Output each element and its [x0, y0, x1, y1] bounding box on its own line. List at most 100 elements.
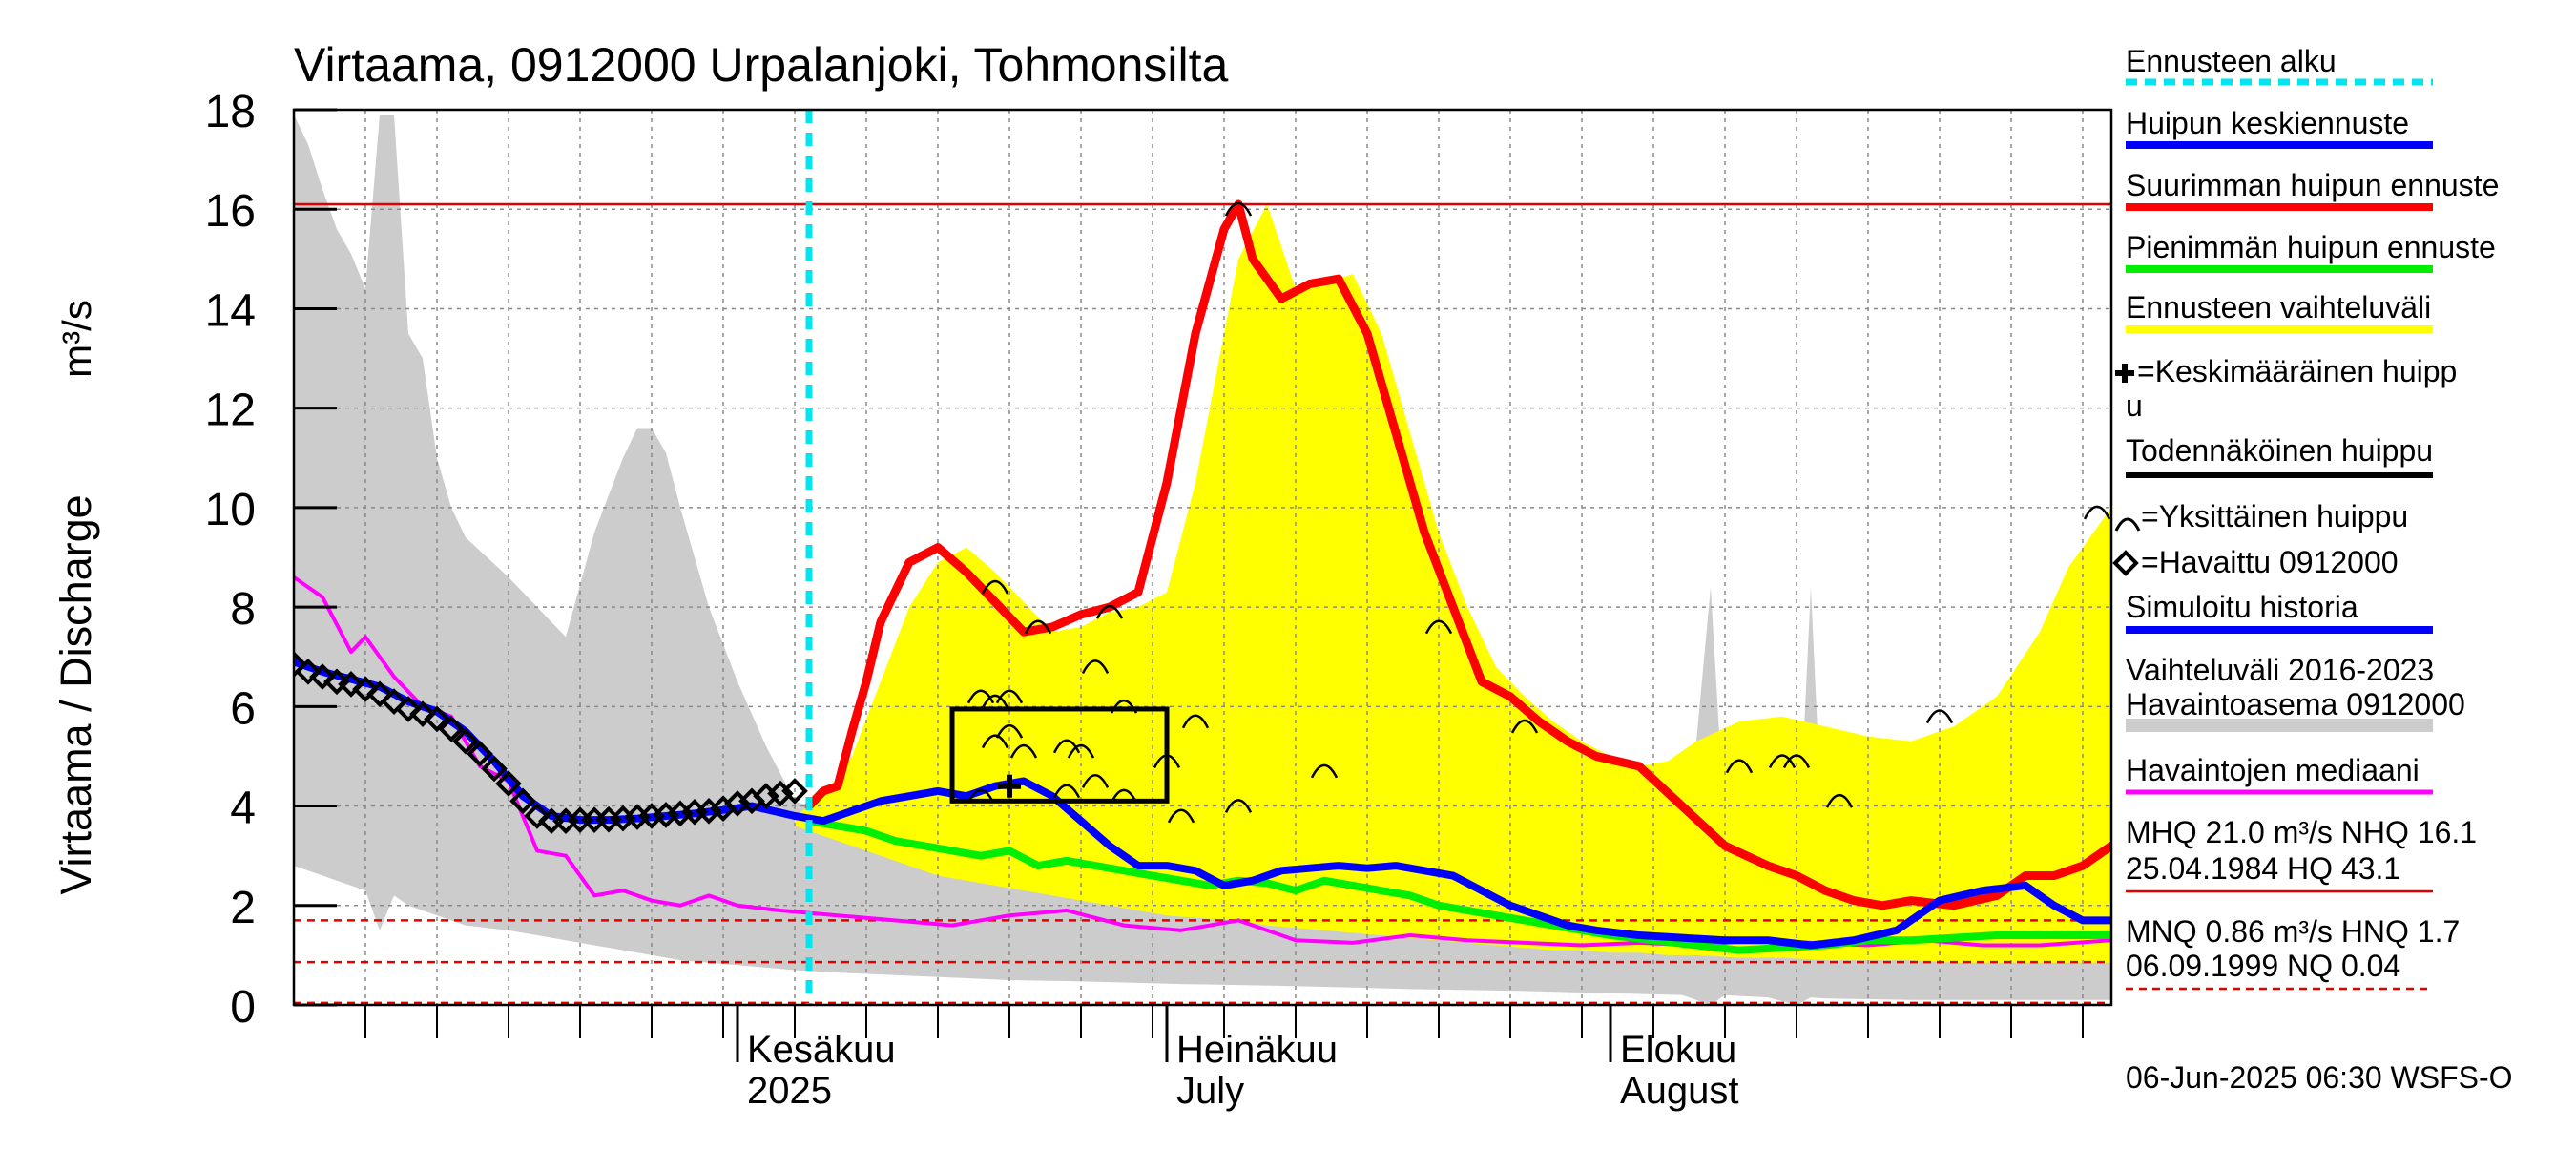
observed-point	[424, 705, 450, 733]
observed-point	[452, 727, 479, 755]
x-year-label: 2025	[747, 1070, 832, 1112]
peak-arc	[1925, 709, 1954, 724]
peak-arc	[1825, 793, 1854, 808]
peak-arc	[966, 788, 995, 804]
stats-line-2: 25.04.1984 HQ 43.1	[2126, 851, 2400, 886]
peak-arc	[1110, 788, 1138, 804]
stats-line-4: 06.09.1999 NQ 0.04	[2126, 949, 2400, 983]
y-axis-label: Virtaama / Discharge	[52, 494, 100, 894]
legend-label: =Havaittu 0912000	[2141, 545, 2399, 579]
y-tick-label: 12	[205, 386, 256, 436]
peak-arc	[1081, 659, 1110, 675]
peak-arc	[995, 689, 1024, 704]
legend-symbol-plus	[2115, 364, 2134, 383]
peak-arc	[1725, 759, 1754, 774]
forecast-range-band	[795, 204, 2111, 963]
legend-label: Havaintojen mediaani	[2126, 753, 2420, 787]
observed-point	[481, 755, 508, 783]
observed-point	[295, 659, 322, 685]
observed-point	[781, 778, 808, 805]
peak-arc	[1024, 619, 1052, 635]
chart-title: Virtaama, 0912000 Urpalanjoki, Tohmonsil…	[294, 38, 1228, 92]
peak-arc	[1310, 763, 1339, 779]
stats-line-3: MNQ 0.86 m³/s HNQ 1.7	[2126, 914, 2460, 949]
peak-arc	[1224, 799, 1253, 813]
observed-point	[309, 663, 336, 690]
y-tick-label: 14	[205, 285, 256, 336]
legend-label: Ennusteen vaihteluväli	[2126, 290, 2431, 324]
y-tick-label: 10	[205, 485, 256, 535]
y-tick-label: 4	[230, 784, 256, 834]
mean-peak-forecast-line	[791, 777, 2111, 950]
observed-point	[395, 696, 422, 722]
peak-arc	[995, 723, 1024, 739]
peak-arc	[1067, 743, 1095, 759]
peak-arc	[981, 694, 1009, 709]
x-month-label: Kesäkuu	[747, 1029, 896, 1071]
plot-area	[294, 110, 2111, 1005]
y-tick-label: 6	[230, 683, 256, 734]
peak-arc	[1181, 714, 1210, 729]
observed-point	[366, 680, 393, 708]
observed-point	[509, 787, 536, 815]
peak-arc	[1782, 754, 1811, 769]
x-year-label: July	[1176, 1070, 1244, 1112]
observed-point	[381, 688, 407, 715]
observed-point	[338, 671, 364, 698]
observed-point	[352, 676, 379, 702]
legend-label: Pienimmän huipun ennuste	[2126, 230, 2496, 264]
y-tick-label: 0	[230, 982, 256, 1033]
peak-arc	[1167, 808, 1195, 824]
observed-point	[294, 651, 307, 678]
footer-timestamp: 06-Jun-2025 06:30 WSFS-O	[2126, 1060, 2513, 1095]
legend-label: =Keskimääräinen huipp	[2137, 354, 2457, 388]
legend: Ennusteen alku Huipun keskiennuste Suurimm…	[2112, 44, 2499, 991]
plot-frame	[292, 108, 2113, 1007]
observed-point	[467, 741, 493, 767]
peak-arc	[966, 689, 995, 704]
peak-arc	[1424, 619, 1453, 635]
x-month-label: Elokuu	[1620, 1029, 1736, 1071]
peak-arc	[1052, 784, 1081, 799]
x-month-label: Heinäkuu	[1176, 1029, 1338, 1071]
legend-label: Huipun keskiennuste	[2126, 106, 2409, 140]
peak-arc	[1768, 754, 1797, 769]
peak-arc	[1510, 719, 1539, 734]
observed-point	[323, 668, 350, 696]
x-year-label: August	[1620, 1070, 1739, 1112]
peak-arc	[981, 579, 1009, 595]
legend-label: Suurimman huipun ennuste	[2126, 168, 2499, 202]
history-range-band	[294, 115, 2111, 1005]
y-tick-label: 8	[230, 584, 256, 635]
peak-arc	[1153, 754, 1181, 769]
legend-label-cont: u	[2126, 388, 2143, 423]
y-axis-unit: m³/s	[54, 300, 99, 378]
peak-arc	[1110, 699, 1138, 714]
observed-point	[524, 803, 551, 829]
legend-label: Ennusteen alku	[2126, 44, 2337, 78]
observed-point	[438, 715, 465, 742]
y-tick-label: 2	[230, 883, 256, 933]
peak-arc	[2083, 505, 2111, 520]
peak-arc	[1009, 743, 1038, 759]
legend-label: =Yksittäinen huippu	[2141, 499, 2408, 533]
max-peak-forecast-line	[804, 199, 2111, 910]
mean-peak-marker	[998, 774, 1021, 798]
legend-label: Todennäköinen huippu	[2126, 433, 2433, 468]
peak-arc	[981, 734, 1009, 749]
observed-point	[409, 700, 436, 727]
stats-line-1: MHQ 21.0 m³/s NHQ 16.1	[2126, 815, 2477, 849]
observed-point	[495, 770, 522, 797]
legend-label-cont: Havaintoasema 0912000	[2126, 687, 2465, 721]
y-tick-label: 18	[205, 87, 256, 137]
legend-label: Simuloitu historia	[2126, 590, 2358, 624]
peak-arc	[1081, 774, 1110, 788]
legend-symbol-diamond	[2112, 550, 2139, 576]
legend-label: Vaihteluväli 2016-2023	[2126, 653, 2434, 687]
peak-arc	[1224, 201, 1253, 217]
peak-arc	[1052, 739, 1081, 754]
legend-symbol-arc	[2114, 517, 2141, 532]
